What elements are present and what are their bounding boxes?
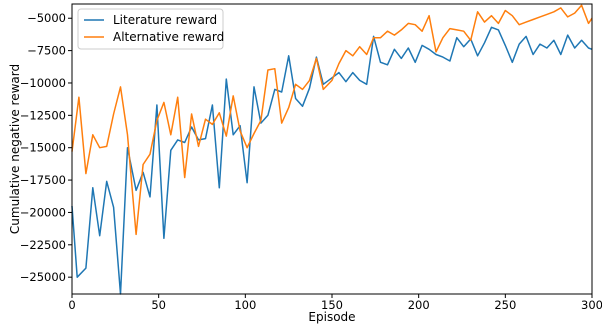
x-axis-label: Episode	[308, 310, 355, 324]
legend: Literature reward Alternative reward	[77, 8, 224, 50]
x-tick-label: 200	[408, 298, 430, 312]
legend-label-1: Alternative reward	[113, 30, 224, 44]
y-tick-label: −15000	[20, 141, 66, 155]
x-tick-label: 100	[234, 298, 256, 312]
y-tick-label: −7500	[27, 44, 66, 58]
legend-frame	[77, 8, 224, 50]
y-tick-label: −5000	[27, 11, 66, 25]
y-tick-label: −12500	[20, 108, 66, 122]
y-tick-label: −17500	[20, 173, 66, 187]
y-tick-label: −22500	[20, 238, 66, 252]
x-tick-label: 300	[581, 298, 602, 312]
x-tick-label: 0	[68, 298, 75, 312]
x-axis: 0 50 100 150 200 250 300	[68, 294, 602, 312]
legend-label-0: Literature reward	[113, 13, 217, 27]
y-tick-label: −10000	[20, 76, 66, 90]
y-tick-label: −25000	[20, 270, 66, 284]
x-tick-label: 50	[151, 298, 166, 312]
x-tick-label: 250	[494, 298, 516, 312]
x-tick-label: 150	[321, 298, 343, 312]
y-tick-label: −20000	[20, 205, 66, 219]
y-axis: −25000 −22500 −20000 −17500 −15000 −12500 −100…	[20, 11, 72, 284]
series-line-1	[71, 4, 593, 236]
y-axis-label: Cumulative negative reward	[8, 64, 22, 234]
series-line-0	[71, 26, 593, 295]
